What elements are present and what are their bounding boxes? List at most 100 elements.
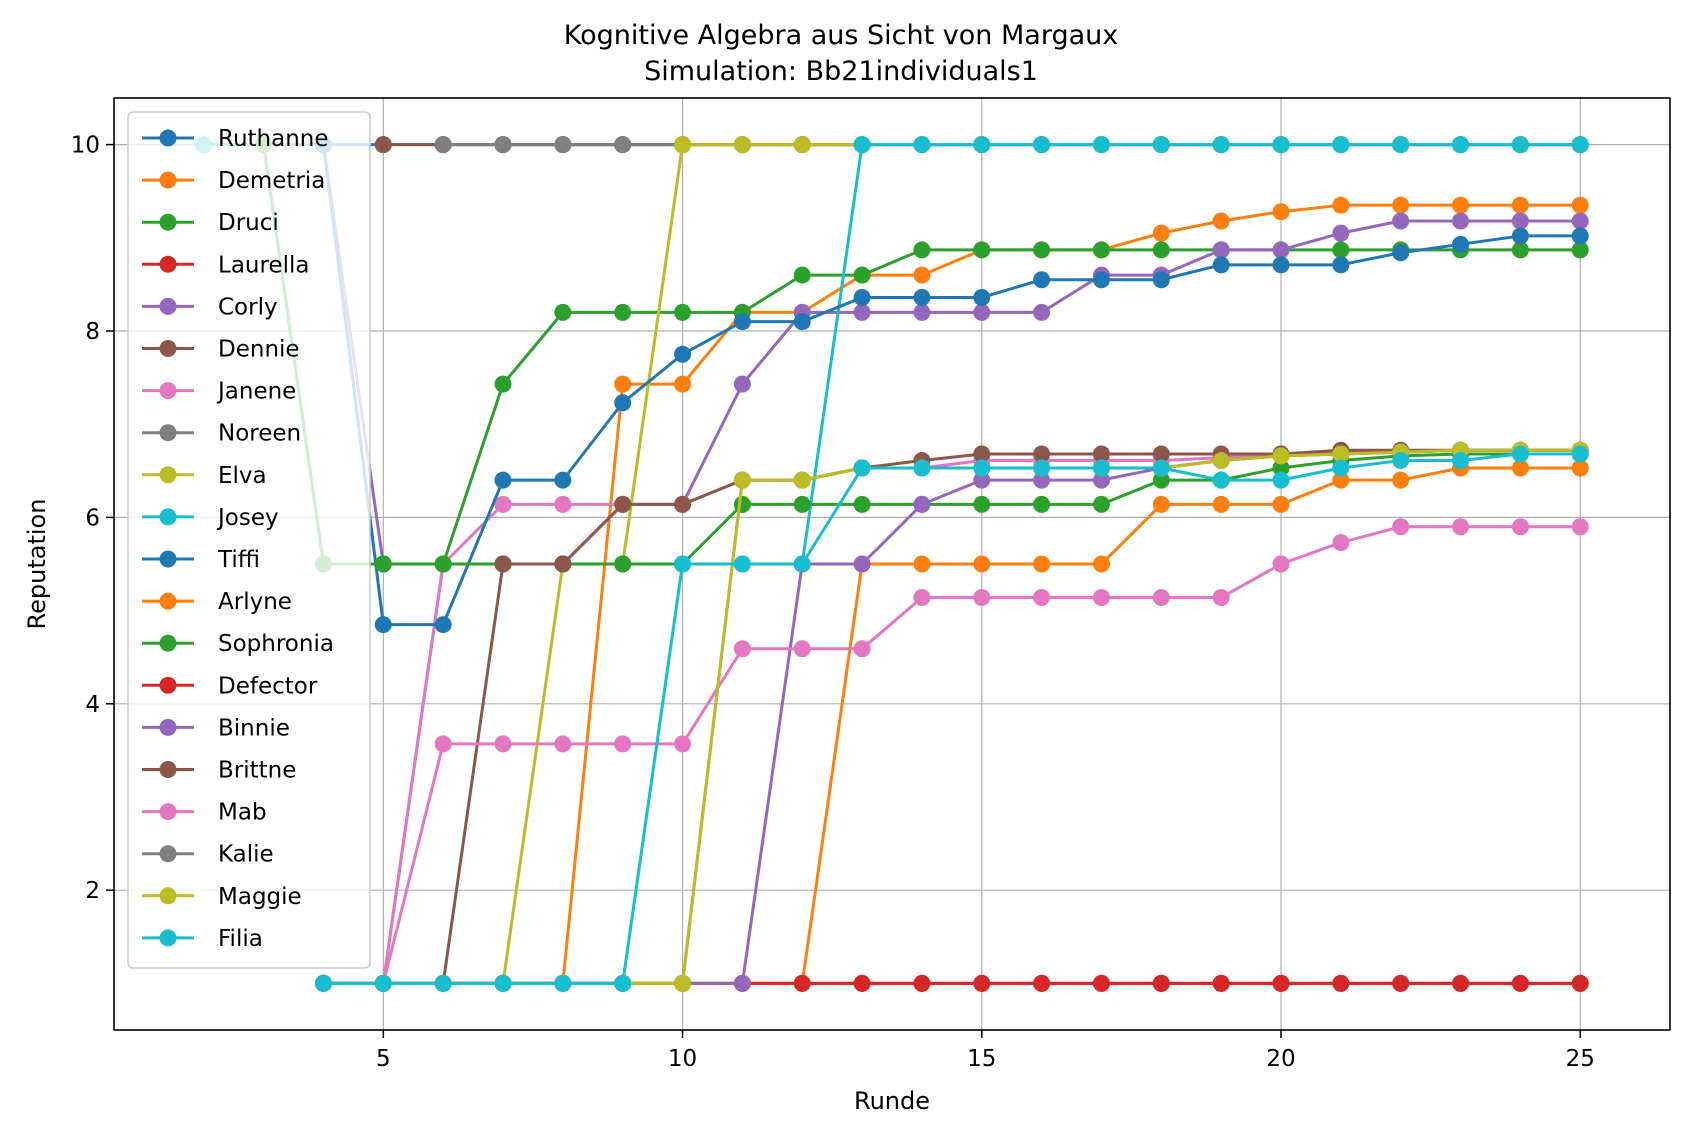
data-point <box>913 303 931 321</box>
x-tick-label: 20 <box>1266 1046 1295 1072</box>
legend-label: Josey <box>216 505 279 531</box>
legend-label: Maggie <box>218 884 302 910</box>
legend-label: Mab <box>218 800 267 826</box>
data-point <box>434 136 452 154</box>
legend-item: Binnie <box>142 715 290 741</box>
legend-swatch-marker <box>159 803 177 821</box>
data-point <box>1272 241 1290 259</box>
data-point <box>494 974 512 992</box>
legend-item: Kalie <box>142 842 274 868</box>
legend-item: Filia <box>142 926 263 952</box>
series-tiffi <box>314 136 1589 634</box>
legend-swatch-marker <box>159 550 177 568</box>
data-point <box>614 394 632 412</box>
data-point <box>1392 212 1410 230</box>
legend-item: Corly <box>142 294 278 320</box>
data-point <box>494 735 512 753</box>
data-point <box>1571 974 1589 992</box>
data-point <box>1272 447 1290 465</box>
data-point <box>1033 459 1051 477</box>
data-point <box>1033 303 1051 321</box>
data-point <box>1092 136 1110 154</box>
data-point <box>1272 555 1290 573</box>
data-point <box>853 495 871 513</box>
data-point <box>733 640 751 658</box>
x-tick-label: 25 <box>1566 1046 1595 1072</box>
legend-label: Janene <box>216 379 296 405</box>
data-point <box>1152 974 1170 992</box>
data-point <box>1152 241 1170 259</box>
data-point <box>1511 136 1529 154</box>
data-point <box>1571 212 1589 230</box>
legend-item: Noreen <box>142 421 301 447</box>
legend-swatch-marker <box>159 466 177 484</box>
legend-swatch-marker <box>159 845 177 863</box>
data-point <box>494 555 512 573</box>
data-point <box>1092 445 1110 463</box>
legend-swatch-marker <box>159 129 177 147</box>
legend-label: Laurella <box>218 252 309 278</box>
data-point <box>793 313 811 331</box>
legend-label: Ruthanne <box>218 126 329 152</box>
data-point <box>1452 518 1470 536</box>
legend-label: Noreen <box>218 421 301 447</box>
legend-label: Sophronia <box>218 631 334 657</box>
data-point <box>1452 235 1470 253</box>
legend-item: Ruthanne <box>142 126 329 152</box>
data-point <box>853 555 871 573</box>
x-tick-label: 5 <box>376 1046 391 1072</box>
data-point <box>1332 534 1350 552</box>
data-point <box>614 495 632 513</box>
data-point <box>1092 495 1110 513</box>
data-point <box>793 471 811 489</box>
data-point <box>1511 459 1529 477</box>
data-point <box>1332 256 1350 274</box>
data-point <box>1092 471 1110 489</box>
data-point <box>793 266 811 284</box>
data-point <box>973 241 991 259</box>
legend-swatch-marker <box>159 634 177 652</box>
data-point <box>853 459 871 477</box>
data-point <box>913 495 931 513</box>
data-point <box>853 640 871 658</box>
legend-swatch-marker <box>159 508 177 526</box>
legend-swatch-marker <box>159 213 177 231</box>
data-point <box>1332 445 1350 463</box>
data-point <box>1511 974 1529 992</box>
legend-label: Filia <box>218 926 263 952</box>
data-point <box>973 136 991 154</box>
data-point <box>1571 518 1589 536</box>
legend-swatch-marker <box>159 297 177 315</box>
series-layer <box>195 136 1589 992</box>
data-point <box>1212 136 1230 154</box>
legend-swatch-marker <box>159 718 177 736</box>
legend-item: Mab <box>142 800 267 826</box>
data-point <box>1272 495 1290 513</box>
data-point <box>973 445 991 463</box>
legend-label: Corly <box>218 294 278 320</box>
chart-title: Kognitive Algebra aus Sicht von Margaux <box>564 20 1119 51</box>
x-tick-label: 10 <box>668 1046 697 1072</box>
data-point <box>674 495 692 513</box>
legend-item: Elva <box>142 463 267 489</box>
data-point <box>1212 452 1230 470</box>
legend-item: Druci <box>142 210 279 236</box>
data-point <box>973 974 991 992</box>
data-point <box>853 974 871 992</box>
legend-swatch-marker <box>159 676 177 694</box>
data-point <box>1212 974 1230 992</box>
data-point <box>1152 495 1170 513</box>
legend-item: Maggie <box>142 884 302 910</box>
legend-box <box>127 111 371 969</box>
data-point <box>1511 212 1529 230</box>
x-tick-label: 15 <box>967 1046 996 1072</box>
legend-item: Sophronia <box>142 631 334 657</box>
data-point <box>1571 227 1589 245</box>
data-point <box>1272 203 1290 221</box>
data-point <box>1033 271 1051 289</box>
legend: Ruthanne Demetria Druci Laurella Corly Dennie… <box>127 111 371 969</box>
series-line <box>323 448 1581 985</box>
legend-label: Dennie <box>218 337 300 363</box>
data-point <box>1152 224 1170 242</box>
